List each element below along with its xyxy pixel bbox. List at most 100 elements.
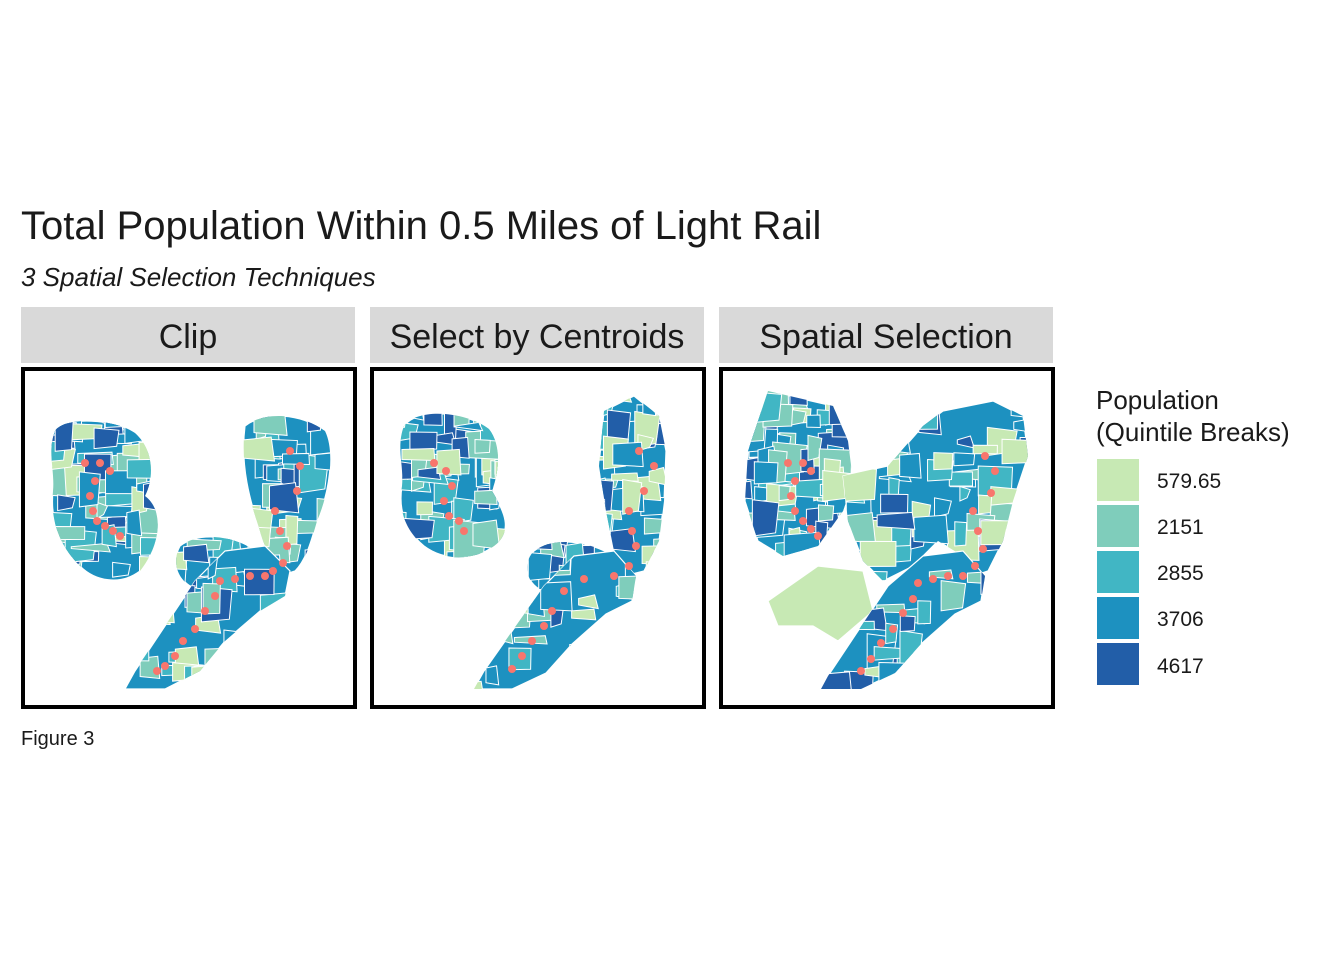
- tract: [620, 649, 636, 685]
- chart-subtitle: 3 Spatial Selection Techniques: [21, 262, 376, 292]
- tract: [416, 501, 433, 516]
- rail-station-point: [867, 655, 875, 663]
- rail-station-point: [914, 579, 922, 587]
- tract: [270, 608, 285, 634]
- tract: [142, 421, 158, 446]
- tract: [423, 413, 443, 426]
- rail-station-point: [276, 527, 284, 535]
- tract: [948, 471, 974, 487]
- tract: [51, 525, 86, 541]
- rail-station-point: [969, 507, 977, 515]
- rail-station-point: [81, 459, 89, 467]
- rail-station-point: [109, 527, 117, 535]
- rail-station-point: [101, 522, 109, 530]
- tract: [751, 499, 780, 537]
- rail-station-point: [625, 507, 633, 515]
- rail-stations: [430, 447, 658, 673]
- tract: [102, 421, 139, 425]
- rail-station-point: [518, 652, 526, 660]
- tract: [474, 558, 493, 580]
- rail-station-point: [445, 512, 453, 520]
- tract: [400, 511, 407, 530]
- tract: [599, 478, 615, 514]
- tract: [176, 551, 188, 571]
- tract: [861, 408, 898, 434]
- rail-station-point: [246, 572, 254, 580]
- tract: [304, 547, 331, 559]
- tract: [996, 401, 1028, 405]
- tract: [821, 671, 853, 689]
- rail-station-point: [153, 667, 161, 675]
- rail-station-point: [86, 492, 94, 500]
- tract: [224, 677, 245, 689]
- tract: [497, 489, 506, 503]
- rail-station-point: [191, 625, 199, 633]
- chart-title: Total Population Within 0.5 Miles of Lig…: [21, 204, 822, 248]
- rail-station-point: [610, 572, 618, 580]
- tract: [494, 458, 506, 476]
- rail-station-point: [296, 462, 304, 470]
- legend-title-line1: Population: [1096, 385, 1219, 415]
- tract: [93, 427, 120, 450]
- rail-station-point: [979, 545, 987, 553]
- tract: [191, 664, 223, 689]
- tract: [954, 521, 968, 547]
- tract: [586, 648, 619, 676]
- legend-key-3: [1097, 551, 1139, 593]
- rail-station-point: [628, 527, 636, 535]
- tract: [153, 584, 175, 612]
- tract: [129, 619, 159, 631]
- rail-station-point: [640, 487, 648, 495]
- tract: [599, 510, 613, 549]
- legend-label-2: 2151: [1157, 516, 1204, 539]
- tract: [54, 421, 74, 452]
- tract: [531, 541, 553, 551]
- tract: [96, 501, 109, 520]
- tract: [933, 452, 954, 471]
- tract: [126, 509, 143, 537]
- map-panel-centroids: [370, 367, 706, 709]
- tract: [618, 574, 636, 601]
- tract: [917, 600, 932, 625]
- tract: [400, 517, 435, 541]
- tract: [311, 549, 331, 575]
- tract: [453, 497, 474, 524]
- tract: [253, 415, 288, 436]
- tract: [295, 519, 325, 534]
- tract: [817, 504, 835, 522]
- rail-station-point: [448, 482, 456, 490]
- rail-station-point: [791, 507, 799, 515]
- tract: [316, 497, 331, 536]
- rail-station-point: [211, 592, 219, 600]
- rail-station-point: [889, 625, 897, 633]
- tract: [140, 536, 158, 556]
- tract: [474, 439, 491, 454]
- tract: [494, 460, 506, 486]
- rail-station-point: [293, 487, 301, 495]
- rail-station-point: [899, 609, 907, 617]
- facet-strip-centroids: Select by Centroids: [370, 307, 704, 363]
- rail-station-point: [650, 462, 658, 470]
- facet-strip-spatial-selection: Spatial Selection: [719, 307, 1053, 363]
- rail-station-point: [944, 572, 952, 580]
- rail-station-point: [981, 452, 989, 460]
- tract: [125, 594, 136, 625]
- tract: [404, 413, 425, 421]
- rail-station-point: [987, 489, 995, 497]
- tract: [268, 604, 290, 620]
- tract: [139, 555, 158, 581]
- rail-station-point: [807, 525, 815, 533]
- tract: [913, 514, 949, 545]
- map-panel-spatial-selection: [719, 367, 1055, 709]
- tract: [876, 511, 916, 530]
- tract: [183, 543, 210, 564]
- tract: [599, 498, 606, 529]
- tract: [878, 661, 912, 686]
- rail-station-point: [540, 622, 548, 630]
- tract: [891, 401, 913, 430]
- tract: [503, 422, 506, 449]
- tract: [1011, 401, 1026, 416]
- tract: [126, 458, 158, 479]
- tract: [940, 580, 967, 612]
- tract: [598, 628, 614, 660]
